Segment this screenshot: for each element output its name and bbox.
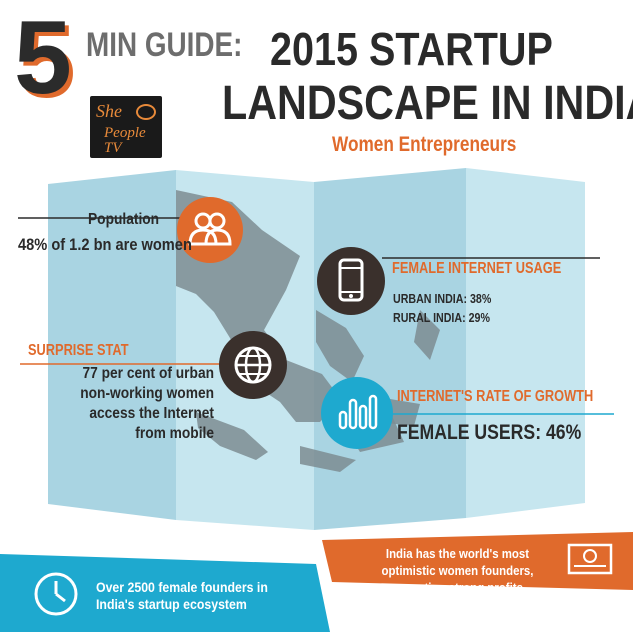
optimism-banner — [322, 532, 633, 590]
bar-chart-icon — [321, 377, 393, 449]
internet-usage-label: FEMALE INTERNET USAGE — [392, 260, 562, 277]
founders-banner-text: Over 2500 female founders in India's sta… — [96, 579, 268, 612]
title-line-1: 2015 STARTUP — [270, 23, 553, 75]
title-line-2: LANDSCAPE IN INDIA — [222, 77, 633, 130]
she-the-people-logo: She People TV — [90, 96, 162, 158]
guide-number: 5 — [14, 0, 72, 116]
subtitle: Women Entrepreneurs — [332, 133, 517, 156]
population-value: 48% of 1.2 bn are women — [18, 235, 192, 254]
people-icon — [177, 197, 243, 263]
min-guide-label: MIN GUIDE: — [86, 26, 243, 64]
clock-icon — [34, 572, 78, 616]
founders-banner — [0, 554, 330, 632]
female-users-growth: FEMALE USERS: 46% — [397, 421, 582, 444]
globe-icon — [219, 331, 287, 399]
rural-india-stat: RURAL INDIA: 29% — [393, 310, 490, 325]
growth-label: INTERNET'S RATE OF GROWTH — [397, 388, 594, 405]
smartphone-icon — [317, 247, 385, 315]
optimism-banner-text: India has the world's most optimistic wo… — [381, 546, 534, 595]
surprise-stat-label: SURPRISE STAT — [28, 342, 129, 359]
currency-note-icon — [567, 543, 613, 575]
surprise-stat-body: 77 per cent of urban non-working women a… — [80, 365, 215, 442]
population-label: Population — [88, 211, 160, 228]
urban-india-stat: URBAN INDIA: 38% — [393, 291, 492, 306]
